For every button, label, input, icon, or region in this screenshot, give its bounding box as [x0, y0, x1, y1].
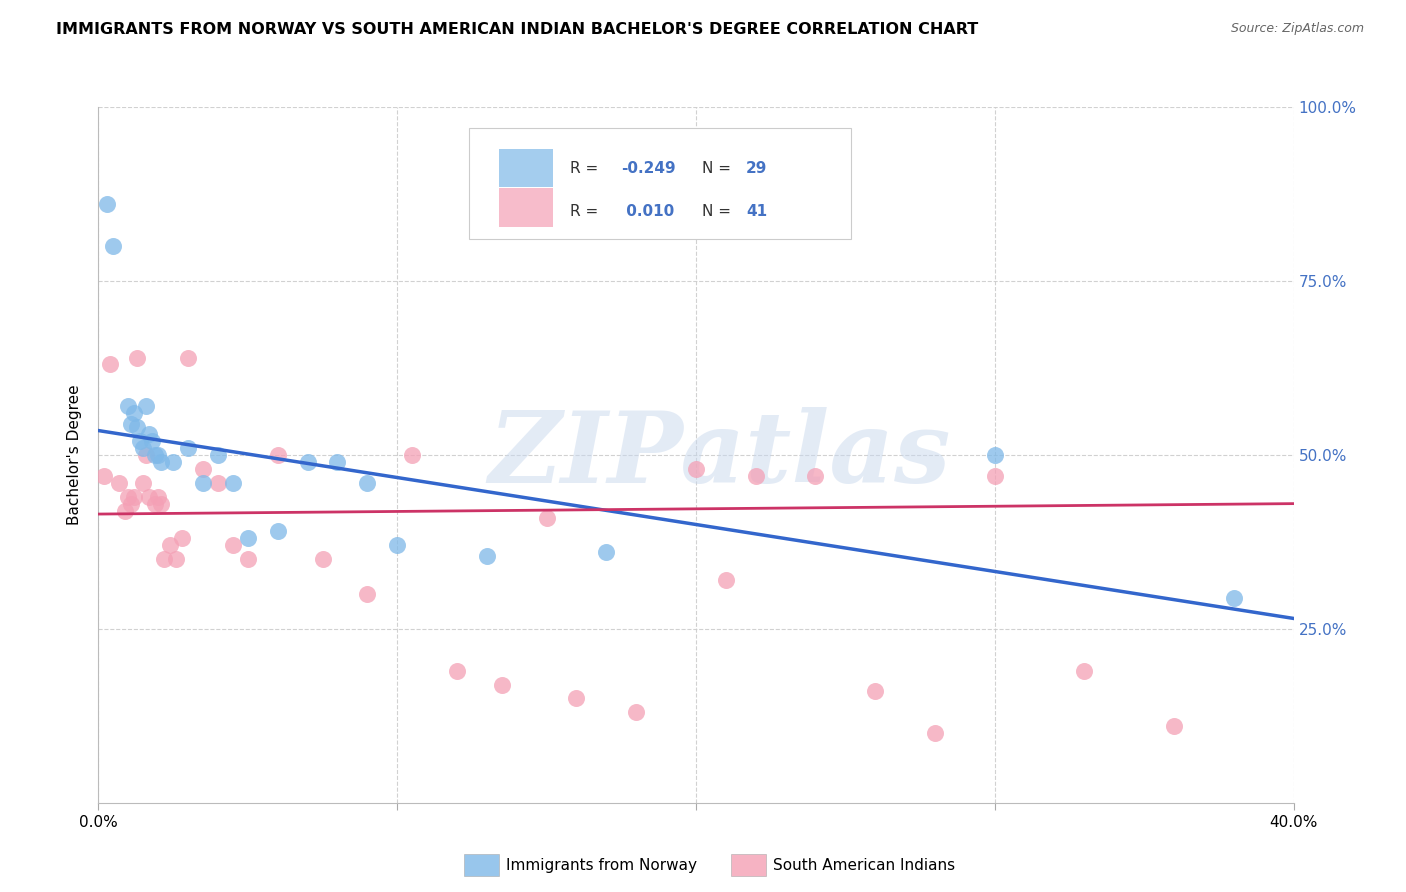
- Point: [863, 684, 887, 698]
- Y-axis label: Bachelor's Degree: Bachelor's Degree: [67, 384, 83, 525]
- Point: [984, 448, 1007, 462]
- Text: 0.010: 0.010: [620, 204, 673, 219]
- Point: [491, 677, 513, 691]
- Point: [685, 462, 707, 476]
- Point: [148, 448, 170, 462]
- Point: [124, 490, 146, 504]
- Point: [117, 399, 139, 413]
- FancyBboxPatch shape: [470, 128, 852, 239]
- Point: [222, 475, 245, 490]
- Point: [108, 475, 131, 490]
- Point: [96, 197, 118, 211]
- Point: [165, 552, 187, 566]
- Point: [236, 532, 259, 546]
- Point: [385, 538, 409, 552]
- Point: [120, 497, 142, 511]
- Point: [475, 549, 498, 563]
- FancyBboxPatch shape: [499, 188, 553, 227]
- Point: [326, 455, 349, 469]
- Point: [138, 427, 160, 442]
- Point: [804, 468, 827, 483]
- Point: [129, 434, 152, 448]
- Point: [138, 490, 160, 504]
- Point: [172, 532, 194, 546]
- Point: [356, 587, 378, 601]
- Text: South American Indians: South American Indians: [773, 858, 956, 872]
- Point: [595, 545, 617, 559]
- Point: [1163, 719, 1185, 733]
- Text: ZIPatlas: ZIPatlas: [489, 407, 950, 503]
- Point: [162, 455, 184, 469]
- Point: [924, 726, 946, 740]
- Point: [120, 417, 142, 431]
- Text: Immigrants from Norway: Immigrants from Norway: [506, 858, 697, 872]
- Point: [401, 448, 423, 462]
- Point: [148, 490, 170, 504]
- Point: [536, 510, 558, 524]
- Point: [135, 399, 157, 413]
- Text: 41: 41: [747, 204, 768, 219]
- Point: [267, 524, 290, 539]
- Text: N =: N =: [702, 204, 735, 219]
- Point: [159, 538, 181, 552]
- Point: [222, 538, 245, 552]
- Point: [626, 706, 648, 720]
- FancyBboxPatch shape: [499, 149, 553, 187]
- Point: [150, 455, 173, 469]
- Point: [124, 406, 146, 420]
- Point: [93, 468, 115, 483]
- Point: [143, 448, 166, 462]
- Point: [446, 664, 468, 678]
- Point: [117, 490, 139, 504]
- Point: [356, 475, 378, 490]
- Point: [177, 351, 200, 365]
- Text: Source: ZipAtlas.com: Source: ZipAtlas.com: [1230, 22, 1364, 36]
- Point: [236, 552, 259, 566]
- Point: [1073, 664, 1095, 678]
- Point: [1222, 591, 1246, 605]
- Point: [207, 448, 229, 462]
- Point: [132, 441, 155, 455]
- Point: [127, 351, 149, 365]
- Point: [114, 503, 136, 517]
- Point: [984, 468, 1007, 483]
- Point: [207, 475, 229, 490]
- Text: R =: R =: [571, 161, 603, 176]
- Point: [267, 448, 290, 462]
- Point: [141, 434, 163, 448]
- Point: [177, 441, 200, 455]
- Point: [103, 239, 125, 253]
- Text: N =: N =: [702, 161, 735, 176]
- Point: [565, 691, 588, 706]
- Point: [127, 420, 149, 434]
- Point: [100, 358, 122, 372]
- Text: 29: 29: [747, 161, 768, 176]
- Point: [132, 475, 155, 490]
- Text: -0.249: -0.249: [620, 161, 675, 176]
- Point: [143, 497, 166, 511]
- Point: [714, 573, 737, 587]
- Point: [153, 552, 176, 566]
- Point: [150, 497, 173, 511]
- Point: [191, 475, 214, 490]
- Point: [745, 468, 768, 483]
- Text: R =: R =: [571, 204, 603, 219]
- Point: [311, 552, 333, 566]
- Point: [135, 448, 157, 462]
- Text: IMMIGRANTS FROM NORWAY VS SOUTH AMERICAN INDIAN BACHELOR'S DEGREE CORRELATION CH: IMMIGRANTS FROM NORWAY VS SOUTH AMERICAN…: [56, 22, 979, 37]
- Point: [297, 455, 319, 469]
- Point: [191, 462, 214, 476]
